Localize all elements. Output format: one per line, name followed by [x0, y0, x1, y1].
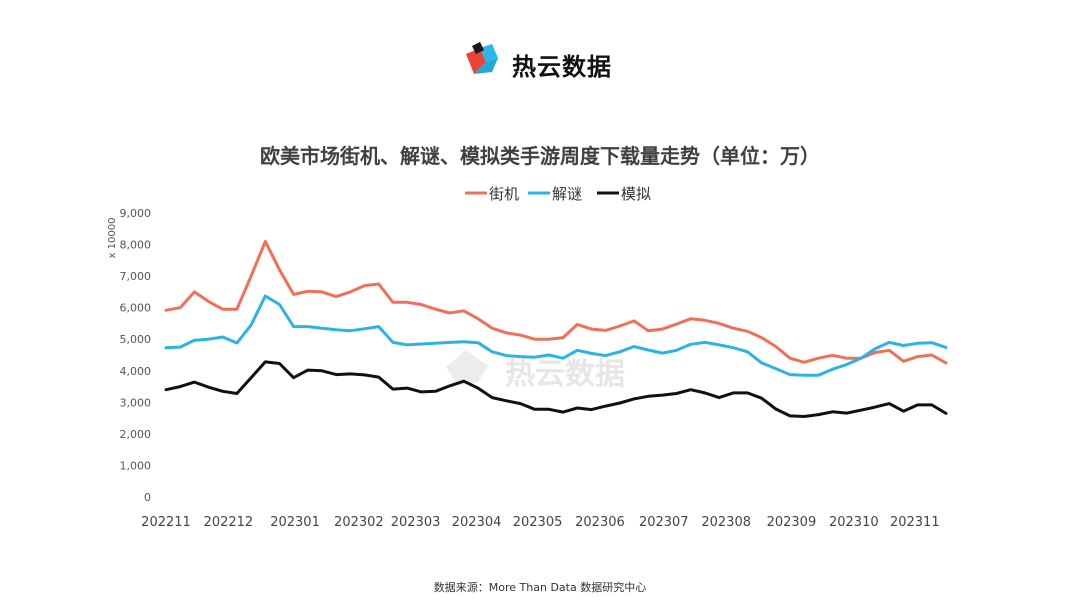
y-tick-label: 7,000: [120, 270, 152, 283]
x-tick-label: 202303: [391, 515, 441, 530]
x-tick-label: 202309: [767, 515, 817, 530]
x-tick-label: 202211: [141, 515, 191, 530]
y-tick-label: 1,000: [120, 459, 152, 472]
x-axis: 202211 202212 202301 202302 202303 202304 2023…: [141, 515, 939, 530]
y-tick-label: 0: [144, 491, 151, 504]
legend-label: 街机: [489, 185, 519, 203]
chart-title: 欧美市场街机、解谜、模拟类手游周度下载量走势（单位：万）: [260, 144, 820, 168]
x-tick-label: 202310: [829, 515, 879, 530]
brand-name: 热云数据: [512, 53, 612, 81]
series-line-模拟: [164, 360, 948, 418]
watermark-text: 热云数据: [505, 357, 625, 392]
y-tick-label: 3,000: [120, 396, 152, 409]
y-axis-label: x 10000: [107, 218, 118, 259]
x-tick-label: 202307: [639, 515, 689, 530]
x-tick-label: 202311: [890, 515, 940, 530]
x-tick-label: 202212: [204, 515, 254, 530]
brand-logo-icon: [466, 42, 498, 74]
plot-area: [164, 239, 948, 418]
series-line-解谜: [164, 294, 948, 377]
y-tick-label: 4,000: [120, 365, 152, 378]
x-tick-label: 202308: [701, 515, 751, 530]
x-tick-label: 202301: [270, 515, 320, 530]
x-tick-label: 202306: [575, 515, 625, 530]
watermark-icon: [446, 350, 488, 386]
legend-label: 模拟: [621, 185, 651, 203]
y-tick-label: 5,000: [120, 333, 152, 346]
series-line-街机: [164, 239, 948, 365]
data-source-note: 数据来源：More Than Data 数据研究中心: [433, 581, 647, 594]
legend-label: 解谜: [552, 185, 582, 203]
y-tick-label: 2,000: [120, 428, 152, 441]
brand-logo: 热云数据: [452, 36, 628, 86]
x-tick-label: 202305: [513, 515, 563, 530]
y-tick-label: 8,000: [120, 239, 152, 252]
x-tick-label: 202304: [452, 515, 502, 530]
legend: 街机 解谜 模拟: [465, 185, 651, 203]
x-tick-label: 202302: [334, 515, 384, 530]
y-axis: 0 1,000 2,000 3,000 4,000 5,000 6,000 7,000 8,00…: [107, 207, 151, 504]
y-tick-label: 6,000: [120, 302, 152, 315]
y-tick-label: 9,000: [120, 207, 152, 220]
watermark: 热云数据: [446, 350, 625, 392]
